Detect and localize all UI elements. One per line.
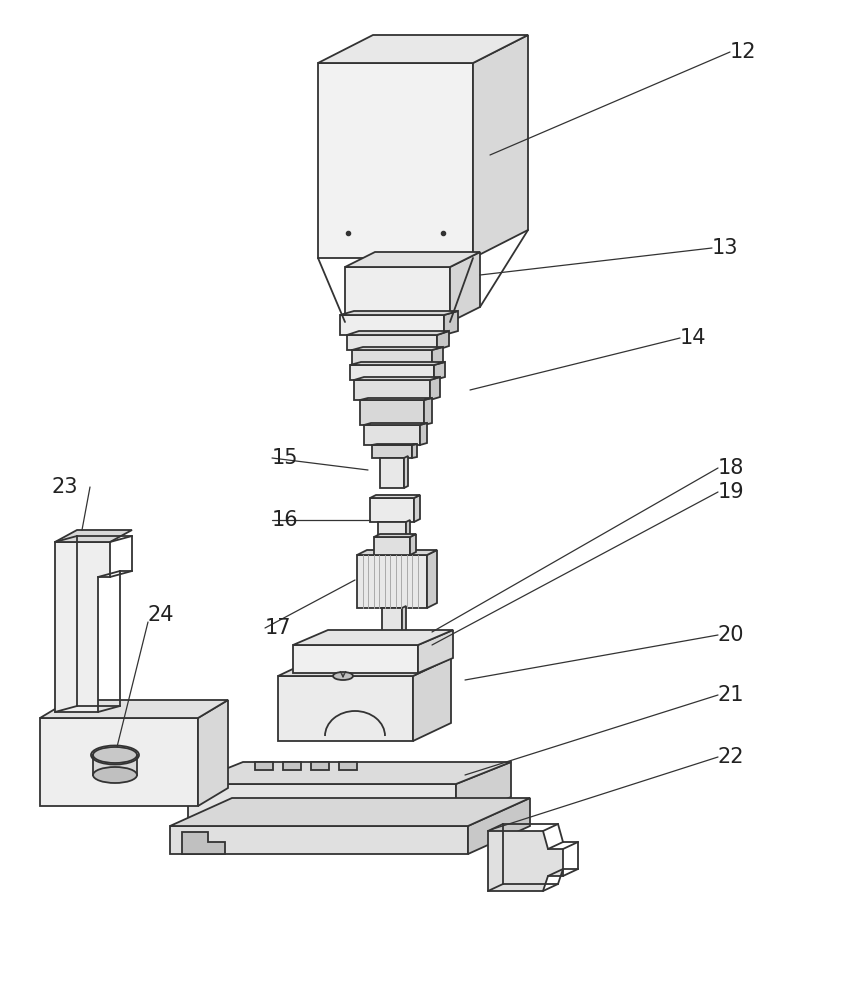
Polygon shape — [40, 718, 198, 806]
Polygon shape — [347, 331, 449, 335]
Polygon shape — [198, 700, 228, 806]
Polygon shape — [255, 762, 273, 770]
Polygon shape — [55, 530, 132, 542]
Polygon shape — [424, 398, 432, 425]
Polygon shape — [456, 762, 511, 819]
Polygon shape — [488, 831, 563, 891]
Polygon shape — [404, 456, 408, 488]
Polygon shape — [370, 498, 414, 522]
Polygon shape — [370, 495, 420, 498]
Polygon shape — [418, 630, 453, 673]
Polygon shape — [278, 658, 451, 676]
Ellipse shape — [93, 767, 137, 783]
Polygon shape — [360, 400, 424, 425]
Polygon shape — [318, 35, 528, 63]
Polygon shape — [364, 423, 427, 425]
Polygon shape — [378, 522, 406, 545]
Polygon shape — [354, 380, 430, 400]
Polygon shape — [434, 362, 445, 380]
Polygon shape — [364, 425, 420, 445]
Text: 18: 18 — [718, 458, 745, 478]
Polygon shape — [430, 377, 440, 400]
Polygon shape — [372, 444, 417, 445]
Polygon shape — [357, 555, 427, 608]
Polygon shape — [55, 542, 110, 712]
Polygon shape — [450, 252, 480, 322]
Polygon shape — [293, 645, 418, 673]
Polygon shape — [382, 608, 402, 658]
Polygon shape — [170, 826, 468, 854]
Text: 20: 20 — [718, 625, 745, 645]
Polygon shape — [420, 423, 427, 445]
Polygon shape — [311, 762, 329, 770]
Polygon shape — [350, 362, 445, 365]
Polygon shape — [318, 63, 473, 258]
Polygon shape — [413, 658, 451, 741]
Polygon shape — [352, 347, 443, 350]
Polygon shape — [340, 311, 458, 315]
Polygon shape — [188, 784, 456, 819]
Polygon shape — [427, 550, 437, 608]
Polygon shape — [374, 534, 416, 537]
Polygon shape — [468, 798, 530, 854]
Polygon shape — [473, 35, 528, 258]
Polygon shape — [188, 762, 511, 784]
Polygon shape — [412, 444, 417, 458]
Polygon shape — [350, 365, 434, 380]
Polygon shape — [444, 311, 458, 335]
Text: 24: 24 — [148, 605, 174, 625]
Text: 12: 12 — [730, 42, 756, 62]
Text: 15: 15 — [272, 448, 298, 468]
Text: 21: 21 — [718, 685, 745, 705]
Polygon shape — [93, 755, 137, 775]
Polygon shape — [372, 445, 412, 458]
Text: 22: 22 — [718, 747, 745, 767]
Polygon shape — [278, 676, 413, 741]
Polygon shape — [170, 798, 530, 826]
Polygon shape — [374, 537, 410, 555]
Text: 14: 14 — [680, 328, 706, 348]
Polygon shape — [345, 267, 450, 322]
Polygon shape — [380, 458, 404, 488]
Polygon shape — [357, 550, 437, 555]
Polygon shape — [437, 331, 449, 350]
Polygon shape — [283, 762, 301, 770]
Polygon shape — [432, 347, 443, 365]
Polygon shape — [347, 335, 437, 350]
Polygon shape — [360, 398, 432, 400]
Text: 16: 16 — [272, 510, 298, 530]
Polygon shape — [410, 534, 416, 555]
Polygon shape — [339, 762, 357, 770]
Polygon shape — [40, 700, 228, 718]
Ellipse shape — [333, 672, 353, 680]
Text: 23: 23 — [52, 477, 78, 497]
Polygon shape — [345, 252, 480, 267]
Ellipse shape — [93, 747, 137, 763]
Text: 19: 19 — [718, 482, 745, 502]
Polygon shape — [182, 832, 225, 854]
Text: 13: 13 — [712, 238, 739, 258]
Text: 17: 17 — [265, 618, 292, 638]
Polygon shape — [414, 495, 420, 522]
Polygon shape — [406, 520, 410, 545]
Polygon shape — [352, 350, 432, 365]
Polygon shape — [340, 315, 444, 335]
Polygon shape — [354, 377, 440, 380]
Polygon shape — [293, 630, 453, 645]
Polygon shape — [402, 606, 406, 658]
